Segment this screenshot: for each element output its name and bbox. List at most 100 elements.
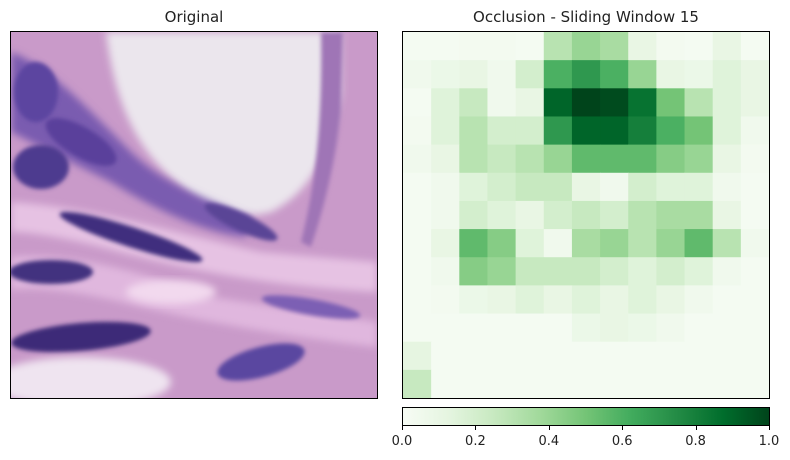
heatmap-cell	[459, 60, 488, 89]
heatmap-cell	[656, 257, 686, 286]
heatmap-cell	[571, 144, 601, 174]
heatmap-cell	[515, 88, 545, 117]
heatmap-cell	[515, 32, 545, 61]
colorbar-tick-mark	[622, 426, 624, 430]
heatmap-cell	[403, 144, 432, 174]
heatmap-cell	[515, 369, 545, 398]
colorbar-tick-label: 0.0	[391, 434, 413, 449]
heatmap-cell	[403, 369, 432, 398]
heatmap-cell	[628, 229, 657, 258]
heatmap-cell	[600, 313, 629, 343]
heatmap-cell	[600, 32, 629, 61]
heatmap-cell	[684, 144, 714, 174]
heatmap-cell	[459, 116, 488, 146]
colorbar-tick-mark	[695, 426, 697, 430]
heatmap-cell	[628, 369, 657, 398]
heatmap-cell	[543, 88, 573, 117]
heatmap-cell	[684, 313, 714, 343]
heatmap-cell	[628, 116, 657, 146]
heatmap-cell	[684, 200, 714, 230]
heatmap-cell	[431, 257, 460, 286]
heatmap-cell	[600, 341, 629, 371]
heatmap-cell	[600, 200, 629, 230]
heatmap-cell	[600, 285, 629, 315]
heatmap-cell	[740, 313, 769, 343]
heatmap-cell	[712, 285, 742, 315]
heatmap-cell	[628, 200, 657, 230]
heatmap-cell	[431, 60, 460, 89]
heatmap-cell	[543, 60, 573, 89]
heatmap-cell	[487, 32, 517, 61]
heatmap-cell	[431, 200, 460, 230]
heatmap-cell	[600, 88, 629, 117]
heatmap-cell	[740, 60, 769, 89]
heatmap-cell	[712, 172, 742, 202]
colorbar-tick-label: 1.0	[758, 434, 780, 449]
heatmap-cell	[431, 144, 460, 174]
heatmap-cell	[487, 60, 517, 89]
heatmap-cell	[571, 32, 601, 61]
heatmap-cell	[628, 60, 657, 89]
heatmap-canvas	[403, 32, 769, 398]
colorbar-tick-label: 0.8	[685, 434, 706, 449]
heatmap-cell	[656, 32, 686, 61]
heatmap-cell	[403, 116, 432, 146]
heatmap-cell	[487, 144, 517, 174]
colorbar	[402, 407, 770, 426]
heatmap-cell	[543, 144, 573, 174]
heatmap-cell	[740, 144, 769, 174]
heatmap-cell	[600, 144, 629, 174]
heatmap-cell	[543, 313, 573, 343]
heatmap-cell	[740, 116, 769, 146]
heatmap-cell	[571, 60, 601, 89]
heatmap-cell	[712, 341, 742, 371]
heatmap-cell	[628, 32, 657, 61]
heatmap-cell	[543, 32, 573, 61]
heatmap-cell	[403, 285, 432, 315]
heatmap-cell	[656, 116, 686, 146]
heatmap-cell	[459, 32, 488, 61]
heatmap-cell	[459, 172, 488, 202]
heatmap-cell	[431, 313, 460, 343]
heatmap-cell	[403, 200, 432, 230]
heatmap-cell	[459, 369, 488, 398]
heatmap-cell	[515, 60, 545, 89]
heatmap-cell	[600, 60, 629, 89]
heatmap-cell	[740, 32, 769, 61]
heatmap-cell	[487, 257, 517, 286]
heatmap-cell	[712, 200, 742, 230]
heatmap-cell	[431, 88, 460, 117]
heatmap-cell	[656, 200, 686, 230]
heatmap-cell	[543, 116, 573, 146]
heatmap-cell	[487, 229, 517, 258]
tissue-image	[11, 32, 377, 398]
heatmap-cell	[600, 172, 629, 202]
heatmap-cell	[515, 257, 545, 286]
heatmap-cell	[656, 88, 686, 117]
heatmap-cell	[571, 341, 601, 371]
heatmap-cell	[740, 257, 769, 286]
heatmap-cell	[515, 172, 545, 202]
heatmap-cell	[403, 172, 432, 202]
colorbar-tick-label: 0.2	[465, 434, 486, 449]
heatmap-cell	[571, 172, 601, 202]
heatmap-cell	[628, 285, 657, 315]
heatmap-cell	[487, 313, 517, 343]
heatmap-cell	[656, 313, 686, 343]
heatmap-cell	[571, 229, 601, 258]
colorbar-tick-mark	[402, 426, 403, 430]
heatmap-cell	[459, 229, 488, 258]
colorbar-tick-mark	[475, 426, 477, 430]
heatmap-cell	[684, 229, 714, 258]
heatmap-cell	[431, 369, 460, 398]
heatmap-cell	[628, 341, 657, 371]
heatmap-cell	[684, 369, 714, 398]
heatmap-cell	[403, 32, 432, 61]
heatmap-cell	[684, 285, 714, 315]
heatmap-cell	[712, 369, 742, 398]
heatmap-cell	[571, 369, 601, 398]
heatmap-cell	[543, 200, 573, 230]
heatmap-cell	[571, 88, 601, 117]
colorbar-gradient	[403, 408, 769, 425]
heatmap-cell	[684, 116, 714, 146]
